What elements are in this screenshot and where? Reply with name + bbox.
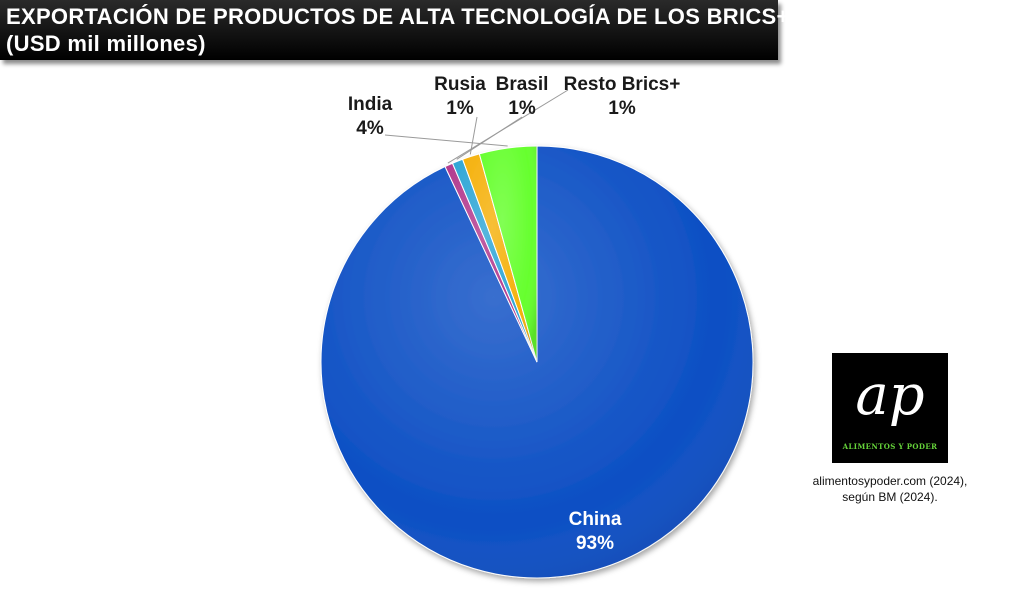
slice-label-india: India bbox=[348, 94, 393, 115]
slice-value-rusia: 1% bbox=[446, 98, 474, 119]
slice-label-china: China bbox=[569, 509, 622, 530]
slice-shading-india bbox=[479, 146, 537, 362]
slice-value-resto-brics: 1% bbox=[608, 98, 636, 119]
leader-line-india bbox=[384, 134, 508, 147]
leader-line-rusia bbox=[469, 116, 478, 155]
source-line-2: según BM (2024). bbox=[842, 490, 938, 504]
slice-label-brasil: Brasil bbox=[496, 74, 549, 95]
slice-shading-rusia bbox=[462, 153, 537, 362]
slice-value-india: 4% bbox=[356, 118, 384, 139]
chart-subtitle: (USD mil millones) bbox=[6, 31, 206, 56]
slice-label-resto-brics: Resto Brics+ bbox=[564, 74, 681, 95]
chart-title: EXPORTACIÓN DE PRODUCTOS DE ALTA TECNOLO… bbox=[6, 4, 790, 29]
logo-text: ALIMENTOS Y PODER bbox=[842, 442, 938, 451]
alimentos-y-poder-logo: ap ALIMENTOS Y PODER bbox=[832, 353, 948, 463]
slice-label-rusia: Rusia bbox=[434, 74, 486, 95]
slice-value-china: 93% bbox=[576, 533, 614, 554]
title-banner: EXPORTACIÓN DE PRODUCTOS DE ALTA TECNOLO… bbox=[0, 0, 789, 60]
logo-mark: ap bbox=[855, 363, 925, 428]
source-line-1: alimentosypoder.com (2024), bbox=[812, 474, 968, 488]
slice-shading-brasil bbox=[452, 159, 537, 362]
leader-line-brasil bbox=[456, 116, 523, 160]
slice-value-brasil: 1% bbox=[508, 98, 536, 119]
slice-shading-resto-brics bbox=[445, 163, 537, 362]
